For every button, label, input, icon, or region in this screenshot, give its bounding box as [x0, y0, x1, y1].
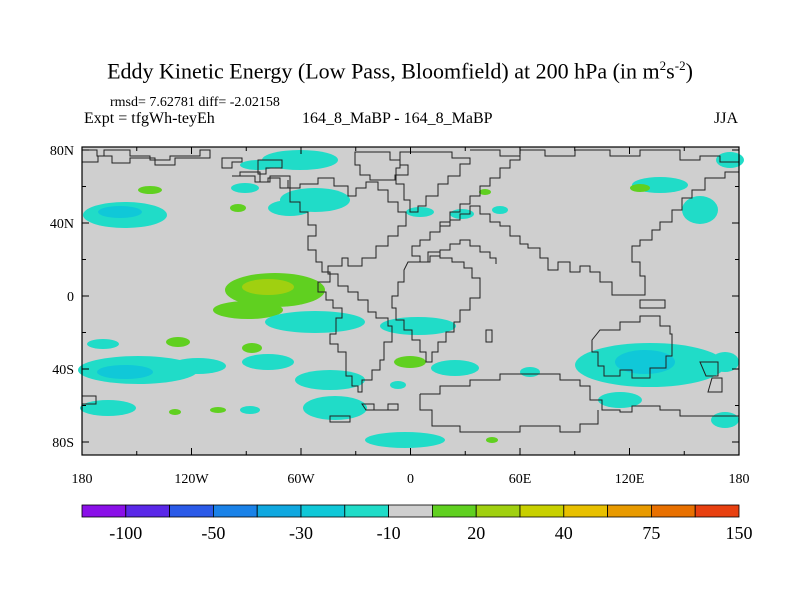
australia-coastline	[591, 315, 673, 379]
case-label: 164_8_MaBP - 164_8_MaBP	[302, 110, 493, 127]
longitude-axis: 180 120W 60W 0 60E 120E 180	[72, 147, 750, 487]
eurasia-coastline	[470, 149, 739, 163]
colorbar-swatch	[125, 504, 171, 518]
africa-coastline	[391, 251, 481, 363]
colorbar-swatch	[519, 504, 565, 518]
colorbar-label: -30	[289, 523, 313, 543]
rmsd-diff-stats: rmsd= 7.62781 diff= -2.02158	[110, 95, 280, 110]
greenland-coastline	[395, 151, 471, 213]
colorbar-label: -50	[201, 523, 225, 543]
colorbar-label: 75	[642, 523, 660, 543]
lon-tick-label: 60E	[509, 472, 532, 487]
colorbar-swatch	[431, 504, 477, 518]
lat-tick-label: 80S	[52, 436, 74, 451]
lat-tick-label: 0	[67, 290, 74, 305]
lon-tick-label: 120W	[174, 472, 209, 487]
latitude-axis: 80N 40N 0 40S 80S	[50, 144, 739, 451]
lat-tick-label: 40N	[50, 217, 74, 232]
colorbar-swatch	[256, 504, 302, 518]
colorbar-label: 150	[726, 523, 753, 543]
colorbar-swatch	[388, 504, 433, 518]
coastlines	[82, 149, 739, 433]
colorbar-swatch	[475, 504, 521, 518]
colorbar-swatch	[344, 504, 389, 518]
colorbar-swatch	[651, 504, 696, 518]
americas-coastline	[232, 171, 407, 393]
antarctica-coastline	[420, 373, 739, 417]
colorbar-label: -10	[377, 523, 401, 543]
lon-tick-label: 180	[729, 472, 750, 487]
lon-tick-label: 180	[72, 472, 93, 487]
colorbar-swatch	[563, 504, 608, 518]
lon-tick-label: 0	[407, 472, 414, 487]
map-title: Eddy Kinetic Energy (Low Pass, Bloomfiel…	[107, 58, 693, 84]
colorbar-swatch	[607, 504, 652, 518]
colorbar-swatch	[169, 504, 214, 518]
colorbar-swatch	[694, 504, 740, 518]
colorbar: -100 -50 -30 -10 20 40 75 150	[81, 504, 753, 543]
colorbar-swatch	[300, 504, 346, 518]
season-label: JJA	[714, 110, 739, 127]
colorbar-swatch	[81, 504, 127, 518]
colorbar-label: -100	[109, 523, 142, 543]
lat-tick-label: 80N	[50, 144, 74, 159]
colorbar-label: 40	[555, 523, 573, 543]
lat-tick-label: 40S	[52, 363, 74, 378]
lon-tick-label: 120E	[615, 472, 645, 487]
colorbar-swatch	[212, 504, 258, 518]
experiment-label: Expt = tfgWh-teyEh	[84, 110, 215, 127]
lon-tick-label: 60W	[287, 472, 315, 487]
north-america-coastline	[82, 149, 211, 166]
colorbar-label: 20	[467, 523, 485, 543]
